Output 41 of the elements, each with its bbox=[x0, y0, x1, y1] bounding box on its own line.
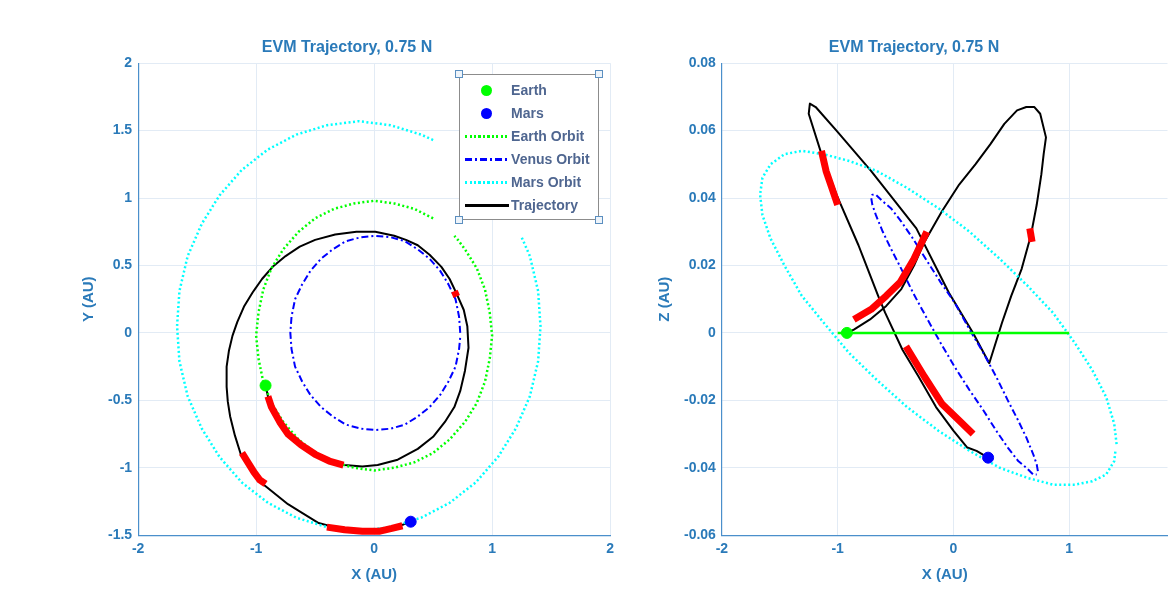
legend-label: Trajectory bbox=[511, 196, 579, 213]
y-tick-label: 0 bbox=[708, 323, 717, 340]
y-axis-title: Y (AU) bbox=[79, 276, 97, 322]
x-tick-label: -1 bbox=[831, 540, 845, 557]
y-tick-label: -0.02 bbox=[683, 391, 717, 408]
y-tick-label: 1.5 bbox=[112, 121, 133, 138]
y-tick-label: 0 bbox=[124, 323, 133, 340]
legend-label: Mars Orbit bbox=[511, 173, 582, 190]
x-tick-label: -1 bbox=[249, 540, 263, 557]
y-tick-label: -1 bbox=[119, 458, 133, 475]
chart-title: EVM Trajectory, 0.75 N bbox=[828, 38, 1000, 56]
line-series bbox=[870, 193, 1039, 476]
x-tick-label: 0 bbox=[370, 540, 379, 557]
line-series bbox=[758, 149, 1118, 486]
x-tick-label: 2 bbox=[606, 540, 615, 557]
y-tick-label: -1.5 bbox=[108, 526, 133, 543]
line-series bbox=[289, 234, 462, 432]
chart-title: EVM Trajectory, 0.75 N bbox=[261, 38, 433, 56]
y-tick-label: -0.5 bbox=[108, 391, 133, 408]
y-tick-label: 0.08 bbox=[688, 54, 717, 71]
y-tick-label: 0.04 bbox=[688, 188, 717, 205]
y-axis-title: Z (AU) bbox=[655, 276, 673, 322]
legend-label: Mars bbox=[511, 104, 544, 121]
y-tick-label: 0.5 bbox=[112, 256, 133, 273]
line-series bbox=[254, 199, 494, 472]
x-axis-title: X (AU) bbox=[351, 565, 398, 583]
y-tick-label: 0.06 bbox=[688, 121, 717, 138]
legend-label: Venus Orbit bbox=[511, 150, 590, 167]
x-axis-title: X (AU) bbox=[921, 565, 968, 583]
x-tick-label: 1 bbox=[1065, 540, 1074, 557]
x-tick-label: -2 bbox=[131, 540, 145, 557]
y-tick-label: 2 bbox=[124, 54, 133, 71]
y-tick-label: -0.04 bbox=[683, 458, 717, 475]
y-tick-label: 0.02 bbox=[688, 256, 717, 273]
x-tick-label: -2 bbox=[715, 540, 729, 557]
x-tick-label: 0 bbox=[949, 540, 958, 557]
x-tick-label: 1 bbox=[488, 540, 497, 557]
legend-label: Earth bbox=[511, 81, 547, 98]
legend-label: Earth Orbit bbox=[511, 127, 585, 144]
y-tick-label: 1 bbox=[124, 188, 133, 205]
y-tick-label: -0.06 bbox=[683, 526, 717, 543]
